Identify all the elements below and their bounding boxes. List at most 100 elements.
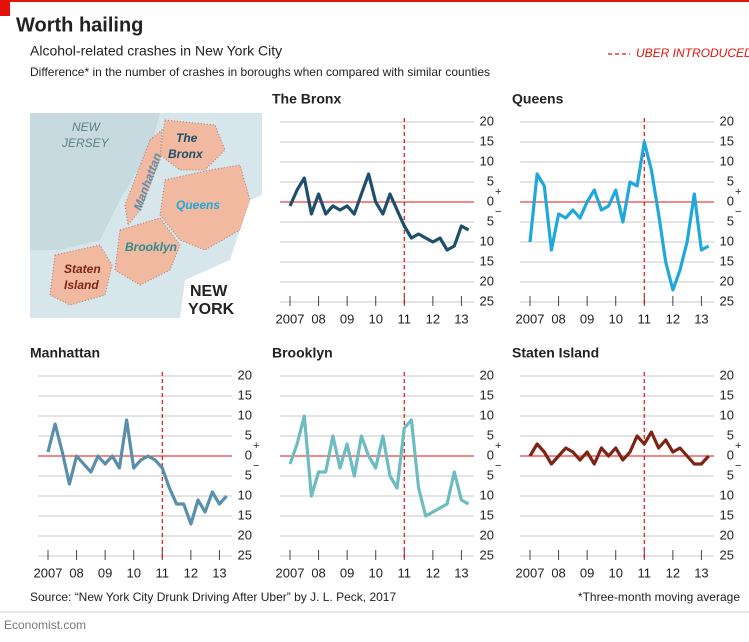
map-label: Brooklyn <box>125 240 177 254</box>
map-label: Island <box>64 278 99 292</box>
y-tick-label: 25 <box>480 547 494 562</box>
panel-title: Brooklyn <box>272 345 333 361</box>
x-tick-label: 08 <box>69 565 83 580</box>
map-label: NEW <box>72 120 102 134</box>
x-tick-label: 2007 <box>276 311 305 326</box>
y-tick-label: 5 <box>727 213 734 228</box>
y-tick-label: 0 <box>245 447 252 462</box>
subtitle: Alcohol-related crashes in New York City <box>30 43 282 59</box>
x-tick-label: 2007 <box>276 565 305 580</box>
map-long-island <box>180 195 262 318</box>
axis-sign: + <box>253 440 259 452</box>
x-tick-label: 2007 <box>34 565 63 580</box>
x-tick-label: 10 <box>368 311 382 326</box>
y-tick-label: 20 <box>720 113 734 128</box>
map-label: Staten <box>64 262 101 276</box>
y-tick-label: 20 <box>238 527 252 542</box>
map-brooklyn <box>114 217 181 286</box>
y-tick-label: 10 <box>480 487 494 502</box>
panel-title: The Bronx <box>272 91 341 107</box>
y-tick-label: 10 <box>720 233 734 248</box>
y-tick-label: 25 <box>720 547 734 562</box>
y-tick-label: 25 <box>720 293 734 308</box>
map: NEW JERSEY The Bronx Manhattan Queens Br… <box>30 113 262 318</box>
axis-sign: − <box>495 460 501 472</box>
data-line <box>288 172 470 252</box>
y-tick-label: 15 <box>480 253 494 268</box>
y-tick-label: 10 <box>238 487 252 502</box>
y-tick-label: 10 <box>720 153 734 168</box>
y-tick-label: 10 <box>720 487 734 502</box>
axis-sign: + <box>735 440 741 452</box>
map-label: YORK <box>188 301 235 318</box>
map-manhattan <box>124 128 163 227</box>
y-tick-label: 10 <box>238 407 252 422</box>
y-tick-label: 5 <box>487 427 494 442</box>
y-tick-label: 10 <box>480 153 494 168</box>
x-tick-label: 2007 <box>516 565 545 580</box>
y-tick-label: 5 <box>245 467 252 482</box>
x-tick-label: 08 <box>311 311 325 326</box>
y-tick-label: 5 <box>727 427 734 442</box>
x-tick-label: 11 <box>398 565 412 580</box>
y-tick-label: 15 <box>238 387 252 402</box>
y-tick-label: 0 <box>487 193 494 208</box>
y-tick-label: 15 <box>238 507 252 522</box>
axis-sign: − <box>495 206 501 218</box>
y-tick-label: 15 <box>480 507 494 522</box>
y-tick-label: 5 <box>487 173 494 188</box>
axis-sign: − <box>735 206 741 218</box>
y-tick-label: 20 <box>480 367 494 382</box>
map-label: The <box>176 131 198 145</box>
y-tick-label: 25 <box>480 293 494 308</box>
y-tick-label: 5 <box>727 467 734 482</box>
y-tick-label: 15 <box>480 387 494 402</box>
y-tick-label: 5 <box>487 467 494 482</box>
x-tick-label: 12 <box>426 311 440 326</box>
x-tick-label: 09 <box>580 565 594 580</box>
top-rule <box>0 0 749 2</box>
y-tick-label: 15 <box>720 387 734 402</box>
x-tick-label: 09 <box>580 311 594 326</box>
title: Worth hailing <box>16 14 143 36</box>
map-label: JERSEY <box>61 136 110 150</box>
y-tick-label: 0 <box>487 447 494 462</box>
y-tick-label: 10 <box>480 233 494 248</box>
panel-title: Staten Island <box>512 345 599 361</box>
x-tick-label: 08 <box>551 565 565 580</box>
y-tick-label: 25 <box>238 547 252 562</box>
y-tick-label: 10 <box>480 407 494 422</box>
brand: Economist.com <box>4 618 86 632</box>
x-tick-label: 10 <box>608 565 622 580</box>
x-tick-label: 10 <box>608 311 622 326</box>
y-tick-label: 5 <box>727 173 734 188</box>
y-tick-label: 20 <box>480 527 494 542</box>
source: Source: “New York City Drunk Driving Aft… <box>30 590 396 604</box>
description: Difference* in the number of crashes in … <box>30 65 490 79</box>
map-bronx <box>159 119 226 171</box>
axis-sign: + <box>495 440 501 452</box>
x-tick-label: 12 <box>184 565 198 580</box>
y-tick-label: 20 <box>480 273 494 288</box>
x-tick-label: 10 <box>126 565 140 580</box>
x-tick-label: 13 <box>694 565 708 580</box>
map-label: Bronx <box>168 147 204 161</box>
red-tab <box>0 0 10 16</box>
map-staten <box>49 244 113 306</box>
x-tick-label: 13 <box>454 565 468 580</box>
data-line <box>288 414 470 518</box>
x-tick-label: 13 <box>454 311 468 326</box>
y-tick-label: 20 <box>238 367 252 382</box>
x-tick-label: 09 <box>98 565 112 580</box>
y-tick-label: 15 <box>720 507 734 522</box>
y-tick-label: 15 <box>720 253 734 268</box>
map-label: Queens <box>176 198 220 212</box>
y-tick-label: 20 <box>720 367 734 382</box>
y-tick-label: 20 <box>480 113 494 128</box>
map-label: NEW <box>190 283 228 300</box>
y-tick-label: 20 <box>720 527 734 542</box>
y-tick-label: 0 <box>727 447 734 462</box>
y-tick-label: 10 <box>720 407 734 422</box>
y-tick-label: 15 <box>480 133 494 148</box>
